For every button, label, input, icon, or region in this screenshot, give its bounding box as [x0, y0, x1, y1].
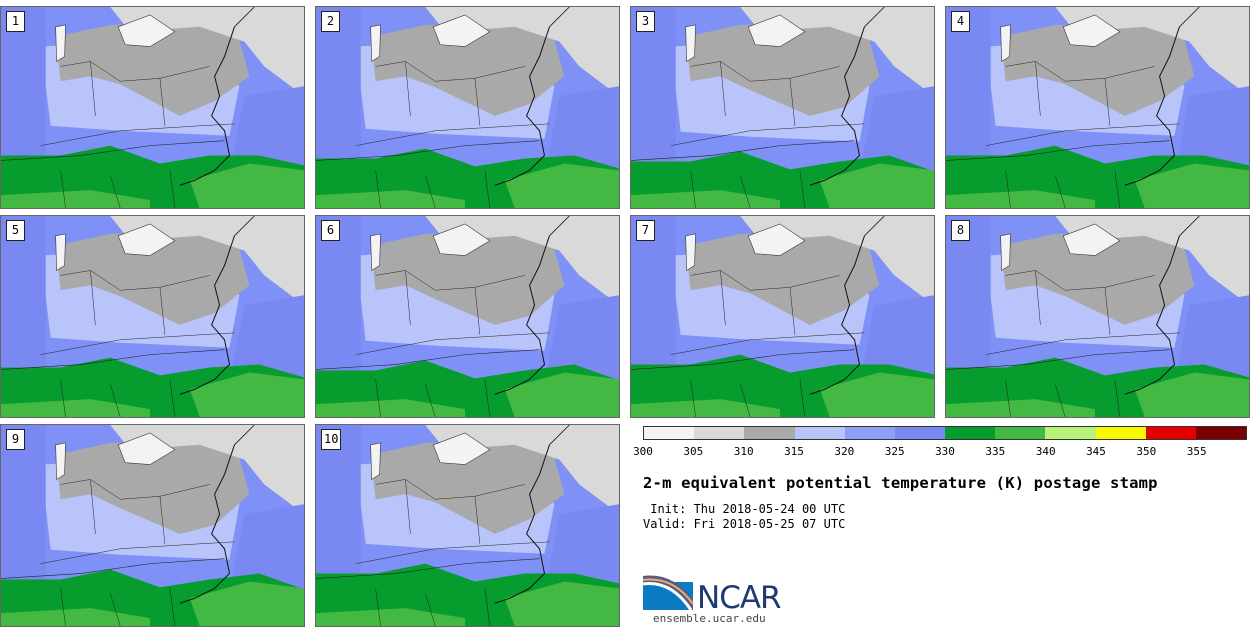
colorbar-segment [1145, 427, 1196, 439]
colorbar-tick-label: 310 [733, 445, 754, 458]
colorbar-segment [844, 427, 895, 439]
colorbar-segment [744, 427, 795, 439]
member-number: 8 [951, 220, 970, 241]
member-panel-3: 3 [630, 6, 935, 209]
member-panel-10: 10 [315, 424, 620, 627]
member-number: 5 [6, 220, 25, 241]
colorbar-segment [694, 427, 745, 439]
ncar-logo-icon [643, 575, 694, 611]
theta-e-map [631, 216, 934, 417]
member-panel-7: 7 [630, 215, 935, 418]
member-number: 9 [6, 429, 25, 450]
member-panel-2: 2 [315, 6, 620, 209]
colorbar-segment [945, 427, 996, 439]
colorbar-tick-label: 355 [1186, 445, 1207, 458]
colorbar-segment [644, 427, 695, 439]
colorbar-tick-label: 335 [985, 445, 1006, 458]
colorbar-segment [1045, 427, 1096, 439]
member-number: 3 [636, 11, 655, 32]
colorbar-tick-label: 315 [784, 445, 804, 458]
theta-e-map [1, 7, 304, 208]
theta-e-map [946, 7, 1249, 208]
colorbar-segment [794, 427, 845, 439]
theta-e-map [316, 425, 619, 626]
member-panel-8: 8 [945, 215, 1250, 418]
theta-e-map [316, 216, 619, 417]
colorbar-tick-label: 325 [884, 445, 905, 458]
colorbar-tick-label: 320 [834, 445, 855, 458]
member-panel-6: 6 [315, 215, 620, 418]
colorbar-tick-label: 340 [1035, 445, 1056, 458]
colorbar-segment [1095, 427, 1146, 439]
plot-title: 2-m equivalent potential temperature (K)… [643, 474, 1158, 492]
valid-time: Valid: Fri 2018-05-25 07 UTC [643, 517, 846, 531]
theta-e-map [1, 425, 304, 626]
colorbar-tick-label: 345 [1086, 445, 1106, 458]
theta-e-map [631, 7, 934, 208]
member-number: 6 [321, 220, 340, 241]
member-number: 1 [6, 11, 25, 32]
member-number: 10 [321, 429, 342, 450]
colorbar-segment [894, 427, 946, 439]
member-number: 2 [321, 11, 340, 32]
ensemble-url: ensemble.ucar.edu [653, 612, 766, 625]
logo-wordmark: NCAR [697, 580, 782, 616]
init-time: Init: Thu 2018-05-24 00 UTC [643, 502, 846, 516]
colorbar-tick-label: 305 [683, 445, 704, 458]
member-panel-9: 9 [0, 424, 305, 627]
colorbar-segment [995, 427, 1046, 439]
colorbar-tick-label: 330 [935, 445, 955, 458]
member-panel-4: 4 [945, 6, 1250, 209]
theta-e-map [946, 216, 1249, 417]
theta-e-map [1, 216, 304, 417]
colorbar-tick-label: 350 [1136, 445, 1157, 458]
colorbar-segment [1195, 427, 1247, 439]
member-number: 4 [951, 11, 970, 32]
theta-e-map [316, 7, 619, 208]
member-panel-5: 5 [0, 215, 305, 418]
member-number: 7 [636, 220, 655, 241]
member-panel-1: 1 [0, 6, 305, 209]
colorbar [643, 426, 1247, 440]
colorbar-tick-label: 300 [633, 445, 653, 458]
